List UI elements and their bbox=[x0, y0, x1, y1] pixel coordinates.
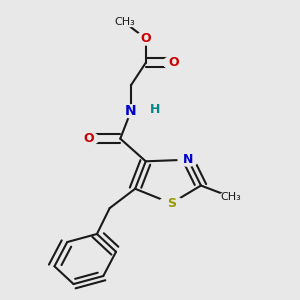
Text: CH₃: CH₃ bbox=[220, 192, 241, 202]
Ellipse shape bbox=[121, 105, 141, 118]
Text: CH₃: CH₃ bbox=[114, 17, 135, 27]
Text: S: S bbox=[167, 197, 176, 210]
Ellipse shape bbox=[78, 132, 99, 145]
Ellipse shape bbox=[113, 17, 136, 27]
Text: N: N bbox=[125, 104, 137, 118]
Text: H: H bbox=[150, 103, 161, 116]
Ellipse shape bbox=[219, 192, 242, 202]
Text: O: O bbox=[168, 56, 179, 69]
Ellipse shape bbox=[163, 56, 184, 69]
Ellipse shape bbox=[178, 153, 198, 166]
Text: O: O bbox=[140, 32, 151, 45]
Text: N: N bbox=[183, 153, 194, 166]
Ellipse shape bbox=[136, 32, 156, 45]
Text: O: O bbox=[83, 132, 94, 145]
Ellipse shape bbox=[159, 196, 183, 210]
